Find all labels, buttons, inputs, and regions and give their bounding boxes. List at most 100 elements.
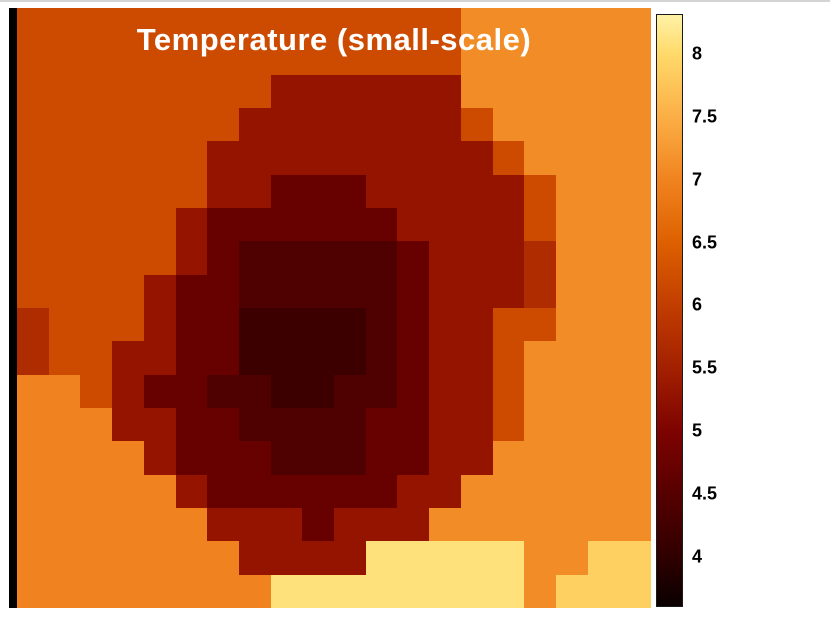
heatmap-cell — [207, 41, 239, 75]
heatmap-cell — [397, 407, 430, 442]
heatmap-cell — [17, 74, 49, 108]
heatmap-cell — [587, 41, 620, 75]
heatmap-cell — [17, 274, 49, 308]
heatmap-cell — [619, 241, 651, 275]
heatmap-cell — [270, 374, 303, 408]
heatmap-cell — [334, 207, 366, 242]
heatmap-cell — [365, 207, 398, 242]
heatmap-cell — [555, 141, 588, 175]
heatmap-cell — [524, 441, 556, 475]
heatmap-cell — [365, 374, 398, 408]
heatmap-cell — [175, 307, 208, 342]
heatmap-cell — [587, 74, 620, 108]
heatmap-cell — [397, 207, 430, 242]
colorbar-ticks: 8 7.5 7 6.5 6 5.5 5 4.5 4 — [692, 0, 752, 628]
colorbar-tick-label: 7 — [692, 169, 703, 190]
heatmap-cell — [397, 41, 430, 75]
heatmap-cell — [302, 74, 334, 108]
heatmap-cell — [365, 474, 398, 508]
heatmap-cell — [334, 341, 366, 375]
heatmap-cell — [524, 174, 556, 208]
heatmap-cell — [238, 41, 271, 75]
heatmap-cell — [302, 41, 334, 75]
heatmap-cell — [619, 207, 651, 242]
heatmap-cell — [112, 41, 144, 75]
heatmap-cell — [80, 474, 113, 508]
heatmap-cell — [302, 574, 334, 608]
heatmap-cell — [207, 474, 239, 508]
heatmap-cell — [397, 341, 430, 375]
colorbar-tick-label: 5 — [692, 420, 703, 441]
heatmap-cell — [555, 574, 588, 608]
heatmap-cell — [555, 374, 588, 408]
heatmap-cell — [302, 207, 334, 242]
heatmap-cell — [587, 507, 620, 542]
heatmap-cell — [397, 374, 430, 408]
heatmap-cell — [365, 307, 398, 342]
heatmap-cell — [143, 207, 176, 242]
heatmap-cell — [80, 8, 113, 42]
top-divider-line — [0, 0, 830, 2]
heatmap-cell — [429, 107, 461, 142]
heatmap-cell — [334, 441, 366, 475]
heatmap-cell — [175, 207, 208, 242]
heatmap-cell — [207, 541, 239, 575]
heatmap-cell — [48, 141, 81, 175]
heatmap-cell — [492, 274, 525, 308]
heatmap-cell — [555, 174, 588, 208]
heatmap-cell — [80, 574, 113, 608]
heatmap-cell — [524, 41, 556, 75]
heatmap-cell — [80, 441, 113, 475]
heatmap-cell — [492, 541, 525, 575]
heatmap-cell — [143, 541, 176, 575]
heatmap-cell — [365, 274, 398, 308]
heatmap-cell — [397, 307, 430, 342]
heatmap-cell — [492, 307, 525, 342]
heatmap-cell — [460, 207, 493, 242]
heatmap-cell — [460, 407, 493, 442]
heatmap-cell — [80, 541, 113, 575]
heatmap-cell — [334, 374, 366, 408]
heatmap-cell — [555, 474, 588, 508]
heatmap-cell — [460, 41, 493, 75]
heatmap-cell — [143, 507, 176, 542]
heatmap-cell — [207, 74, 239, 108]
heatmap-cell — [238, 307, 271, 342]
heatmap-cell — [270, 74, 303, 108]
heatmap-cell — [397, 74, 430, 108]
heatmap-cell — [112, 374, 144, 408]
heatmap-cell — [302, 107, 334, 142]
heatmap-cell — [17, 441, 49, 475]
heatmap-cell — [17, 174, 49, 208]
heatmap-cell — [555, 441, 588, 475]
heatmap-cell — [175, 541, 208, 575]
heatmap-cell — [143, 474, 176, 508]
heatmap-cell — [238, 74, 271, 108]
heatmap-cell — [334, 574, 366, 608]
heatmap-cell — [175, 241, 208, 275]
heatmap-cell — [175, 341, 208, 375]
heatmap-cell — [112, 441, 144, 475]
heatmap-cell — [80, 141, 113, 175]
heatmap-cell — [48, 41, 81, 75]
heatmap-cell — [17, 374, 49, 408]
heatmap-cell — [17, 341, 49, 375]
heatmap-cell — [429, 8, 461, 42]
heatmap-cell — [143, 407, 176, 442]
heatmap-cell — [460, 541, 493, 575]
heatmap-cell — [80, 374, 113, 408]
heatmap-cell — [80, 107, 113, 142]
heatmap-cell — [492, 107, 525, 142]
heatmap-cell — [207, 274, 239, 308]
heatmap-cell — [334, 241, 366, 275]
heatmap-cell — [80, 307, 113, 342]
heatmap-cell — [48, 441, 81, 475]
heatmap-cell — [587, 307, 620, 342]
heatmap-cell — [555, 341, 588, 375]
heatmap-cell — [17, 207, 49, 242]
heatmap-cell — [112, 507, 144, 542]
heatmap-cell — [112, 541, 144, 575]
heatmap-cell — [143, 8, 176, 42]
heatmap-cell — [302, 141, 334, 175]
heatmap-cell — [270, 241, 303, 275]
